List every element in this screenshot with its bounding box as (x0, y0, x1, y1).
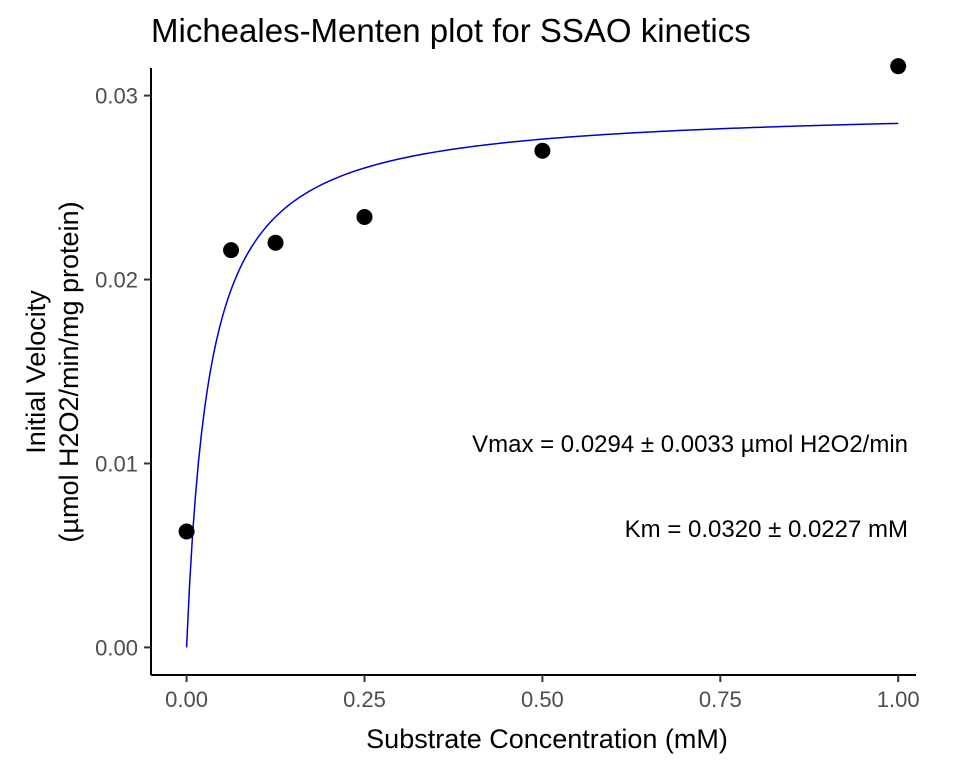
y-tick-label: 0.02 (95, 268, 138, 293)
data-point (267, 234, 284, 251)
data-point (534, 142, 551, 159)
data-point (223, 242, 240, 259)
x-tick-label: 0.75 (699, 687, 742, 712)
data-points (178, 58, 907, 540)
y-axis-ticks: 0.00 0.01 0.02 0.03 (95, 84, 151, 660)
data-point (890, 58, 907, 75)
data-point (178, 523, 195, 540)
y-axis-title: Initial Velocity (µmol H2O2/min/mg prote… (21, 201, 84, 542)
y-axis-title-line2: (µmol H2O2/min/mg protein) (54, 201, 84, 542)
fit-curve (185, 122, 899, 648)
vmax-annotation: Vmax = 0.0294 ± 0.0033 µmol H2O2/min (472, 431, 908, 458)
y-tick-label: 0.01 (95, 451, 138, 476)
data-point (356, 208, 373, 225)
x-tick-label: 0.00 (165, 687, 208, 712)
y-axis-title-line1: Initial Velocity (21, 290, 51, 454)
x-axis-title: Substrate Concentration (mM) (366, 724, 728, 754)
x-tick-label: 0.25 (343, 687, 386, 712)
x-tick-label: 0.50 (521, 687, 564, 712)
km-annotation: Km = 0.0320 ± 0.0227 mM (625, 516, 908, 543)
x-tick-label: 1.00 (877, 687, 920, 712)
chart-title: Micheales-Menten plot for SSAO kinetics (151, 12, 751, 49)
x-axis-ticks: 0.00 0.25 0.50 0.75 1.00 (165, 675, 920, 712)
plot-area: 0.00 0.25 0.50 0.75 1.00 0.00 0.01 0.02 0.03 (95, 58, 920, 712)
y-tick-label: 0.03 (95, 84, 138, 109)
y-tick-label: 0.00 (95, 635, 138, 660)
